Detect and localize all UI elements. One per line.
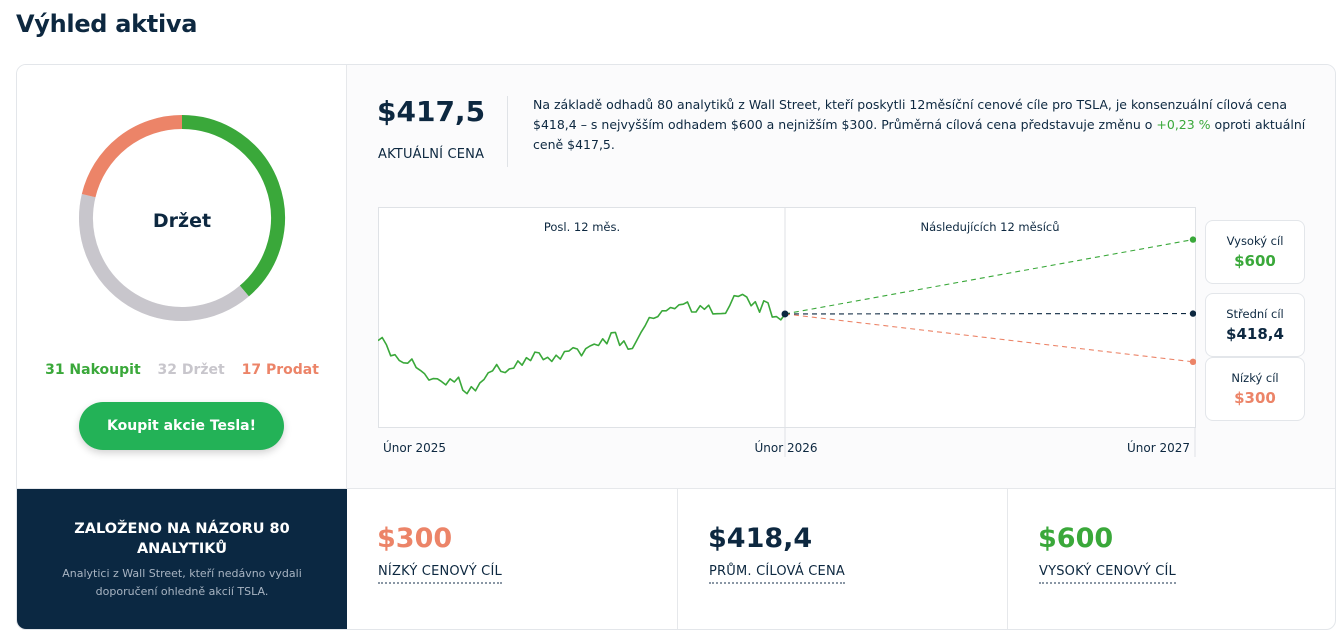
avg-price-target-value: $418,4 — [708, 523, 813, 554]
buy-count: 31 Nakoupit — [45, 362, 141, 378]
history-line — [378, 293, 786, 395]
current-price-dot — [781, 310, 789, 318]
description-change-pct: +0,23 % — [1156, 117, 1211, 132]
low-price-target-label[interactable]: NÍZKÝ CENOVÝ CÍL — [378, 564, 502, 584]
high-price-target-value: $600 — [1038, 523, 1114, 554]
high-target-value: $600 — [1234, 252, 1276, 270]
high-target-line — [784, 239, 1194, 315]
forecast-description: Na základě odhadů 80 analytiků z Wall St… — [533, 95, 1323, 155]
avg-price-target-label[interactable]: PRŮM. CÍLOVÁ CENA — [709, 564, 845, 584]
donut-hold-segment — [79, 193, 249, 321]
high-price-target-stat: $600 VYSOKÝ CENOVÝ CÍL — [1007, 489, 1335, 629]
page-title: Výhled aktiva — [16, 10, 198, 38]
x-tick-end: Únor 2027 — [1127, 440, 1190, 455]
analyst-basis-box: ZALOŽENO NA NÁZORU 80 ANALYTIKŮ Analytic… — [17, 489, 347, 629]
donut-buy-segment — [181, 115, 285, 297]
avg-target-value: $418,4 — [1226, 325, 1284, 343]
low-target-value: $300 — [1234, 389, 1276, 407]
x-tick-start: Únor 2025 — [383, 440, 446, 455]
x-tick-mid: Únor 2026 — [754, 440, 817, 455]
price-divider — [507, 96, 508, 167]
high-price-target-label[interactable]: VYSOKÝ CENOVÝ CÍL — [1039, 564, 1176, 584]
sell-count: 17 Prodat — [241, 362, 319, 378]
consensus-panel: Držet 31 Nakoupit 32 Držet 17 Prodat Kou… — [17, 65, 347, 488]
chart-past-label: Posl. 12 měs. — [544, 220, 620, 234]
asset-outlook-card: Držet 31 Nakoupit 32 Držet 17 Prodat Kou… — [16, 64, 1336, 630]
low-target-card: Nízký cíl $300 — [1205, 357, 1305, 421]
donut-sell-segment — [81, 115, 183, 198]
high-target-dot — [1189, 236, 1196, 243]
avg-target-label: Střední cíl — [1226, 307, 1284, 321]
current-price-label: AKTUÁLNÍ CENA — [378, 147, 485, 162]
avg-target-dot — [1189, 310, 1196, 317]
consensus-rating: Držet — [152, 210, 212, 232]
consensus-donut — [79, 115, 285, 321]
avg-target-card: Střední cíl $418,4 — [1205, 293, 1305, 357]
low-price-target-stat: $300 NÍZKÝ CENOVÝ CÍL — [347, 489, 677, 629]
rating-counts: 31 Nakoupit 32 Držet 17 Prodat — [17, 362, 347, 378]
summary-strip: ZALOŽENO NA NÁZORU 80 ANALYTIKŮ Analytic… — [17, 488, 1335, 629]
low-target-label: Nízký cíl — [1231, 371, 1279, 385]
low-target-line — [784, 313, 1194, 363]
low-target-dot — [1189, 358, 1196, 366]
analyst-basis-subtitle: Analytici z Wall Street, kteří nedávno v… — [62, 567, 302, 598]
low-price-target-value: $300 — [377, 523, 453, 554]
price-forecast-chart: Posl. 12 měs. Následujících 12 měsíců Ún… — [378, 207, 1196, 457]
analyst-basis-title: ZALOŽENO NA NÁZORU 80 ANALYTIKŮ — [74, 521, 290, 557]
chart-future-label: Následujících 12 měsíců — [920, 220, 1059, 234]
current-price-value: $417,5 — [377, 95, 486, 128]
description-text: Na základě odhadů 80 analytiků z Wall St… — [533, 97, 1288, 132]
hold-count: 32 Držet — [157, 362, 225, 378]
buy-tesla-button[interactable]: Koupit akcie Tesla! — [79, 402, 284, 450]
high-target-label: Vysoký cíl — [1226, 234, 1284, 248]
avg-price-target-stat: $418,4 PRŮM. CÍLOVÁ CENA — [677, 489, 1007, 629]
high-target-card: Vysoký cíl $600 — [1205, 220, 1305, 284]
description-text-end: oproti aktuální ceně $417,5. — [533, 117, 1306, 152]
price-forecast-panel: $417,5 AKTUÁLNÍ CENA Na základě odhadů 8… — [347, 65, 1335, 488]
